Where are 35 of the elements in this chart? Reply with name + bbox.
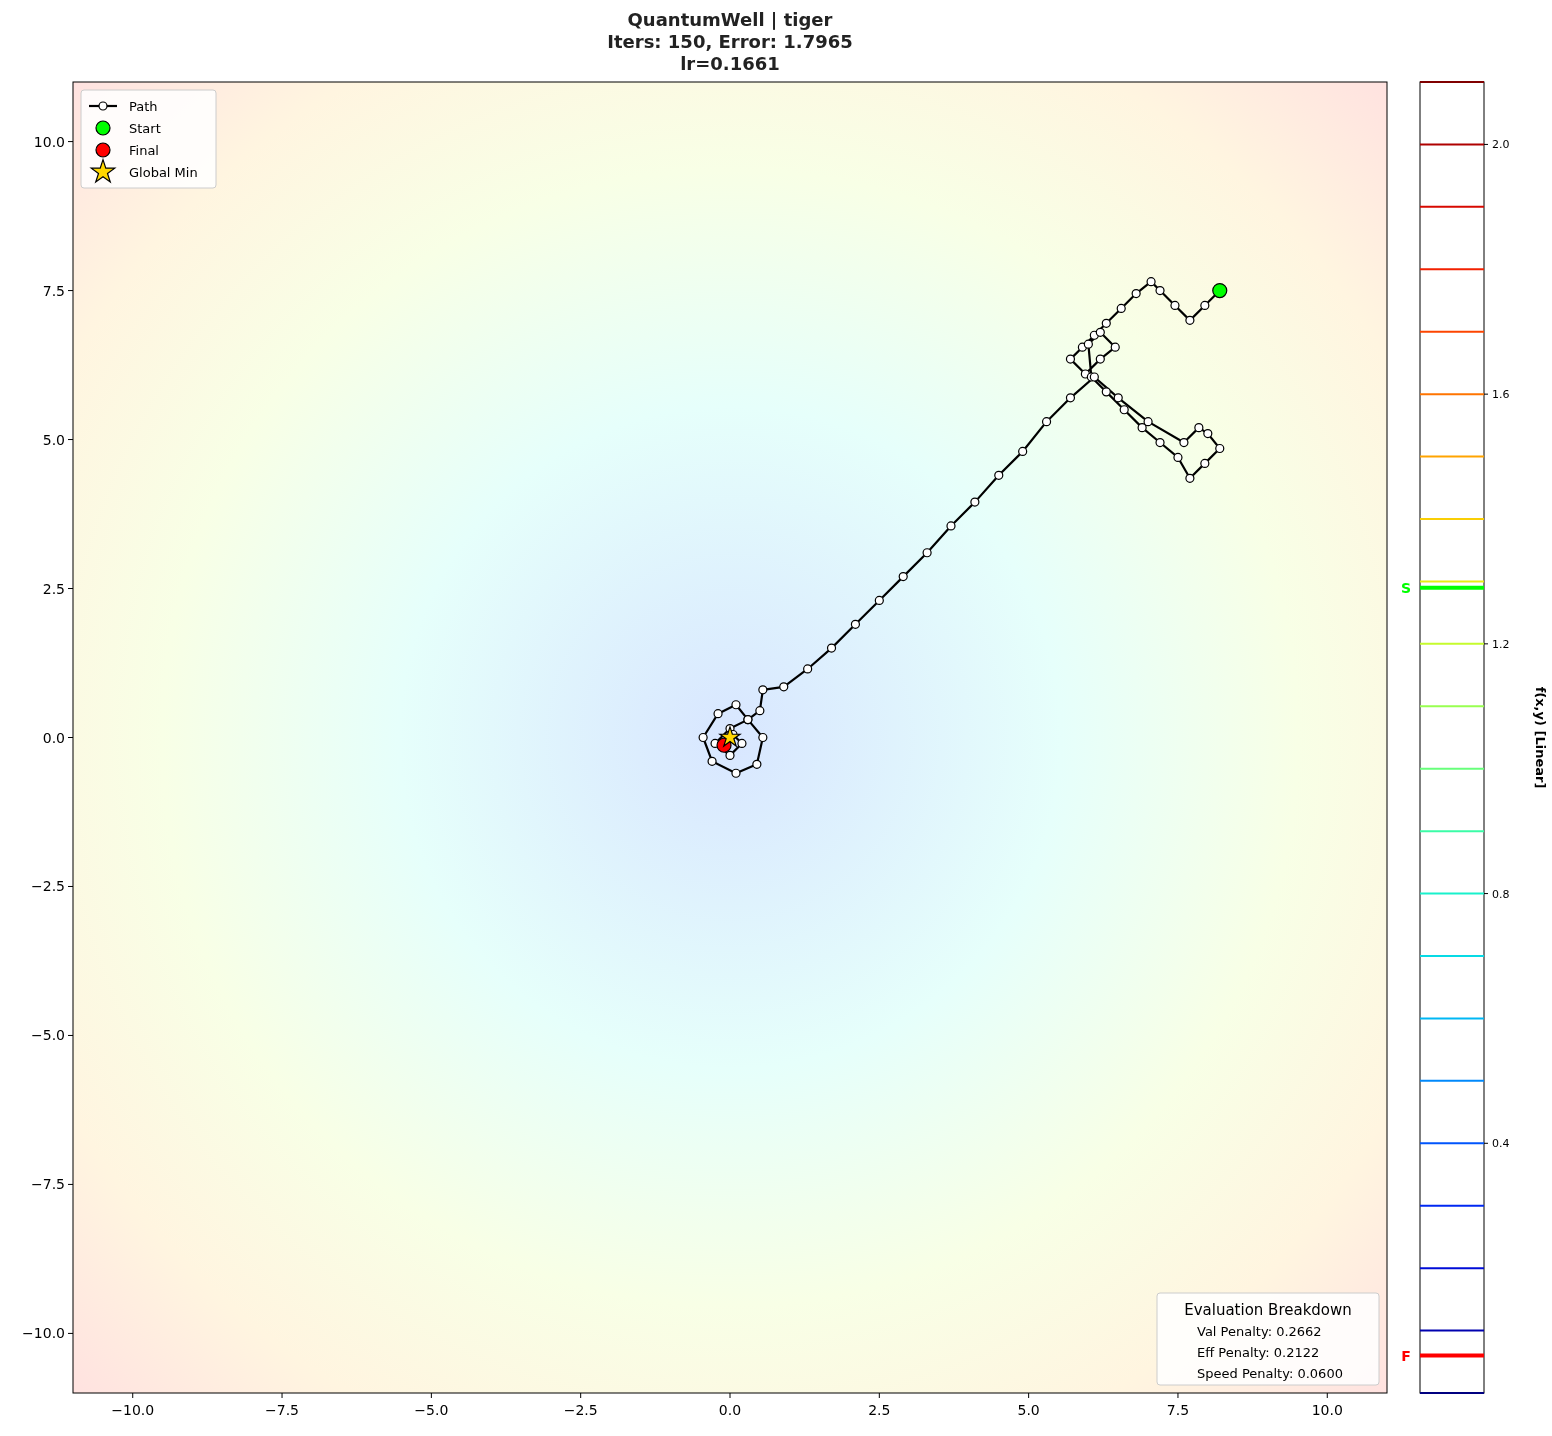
legend-label: Start [129, 121, 161, 136]
y2-tick-label: 0.4 [1492, 1137, 1510, 1151]
legend-label: Path [129, 99, 158, 114]
annotation: Speed Penalty: 0.0600 [1197, 1366, 1343, 1381]
y-tick-label: −5.0 [31, 1027, 65, 1044]
y-tick-label: −7.5 [31, 1176, 65, 1193]
legend-label: Final [129, 143, 159, 158]
y-tick-label: 0.0 [42, 729, 65, 746]
y2-tick-label: 1.2 [1492, 637, 1510, 651]
annotation: Eff Penalty: 0.2122 [1197, 1345, 1320, 1360]
x-tick-label: 0.0 [718, 1402, 742, 1418]
x-tick-label: −10.0 [111, 1402, 155, 1418]
x-tick-label: −7.5 [265, 1402, 300, 1418]
x-tick-label: 2.5 [868, 1402, 891, 1418]
y2-axis-title: f(x,y) [Linear] [1533, 686, 1548, 789]
y2-tick-label: 1.6 [1492, 388, 1510, 402]
ref-line-label: F [1401, 1347, 1411, 1364]
x-tick-label: −5.0 [414, 1402, 449, 1418]
x-tick-label: 5.0 [1017, 1402, 1040, 1418]
annotation: Val Penalty: 0.2662 [1197, 1324, 1322, 1339]
y2-tick-label: 0.8 [1492, 887, 1510, 901]
chart-title: QuantumWell | tiger Iters: 150, Error: 1.7965 lr=0.1661 [607, 9, 853, 74]
y2-tick-label: 2.0 [1492, 138, 1510, 152]
legend-label: Global Min [129, 165, 198, 180]
y-tick-label: −2.5 [31, 878, 65, 895]
x-tick-label: 10.0 [1311, 1402, 1343, 1418]
y-tick-label: −10.0 [22, 1325, 65, 1342]
y-tick-label: 5.0 [42, 431, 65, 448]
y-tick-label: 10.0 [33, 133, 65, 150]
y-tick-label: 2.5 [42, 580, 65, 597]
y-tick-label: 7.5 [42, 282, 65, 299]
ref-line-label: S [1400, 579, 1412, 596]
x-tick-label: −2.5 [563, 1402, 598, 1418]
annotation: Evaluation Breakdown [1184, 1301, 1352, 1319]
x-tick-label: 7.5 [1166, 1402, 1190, 1418]
